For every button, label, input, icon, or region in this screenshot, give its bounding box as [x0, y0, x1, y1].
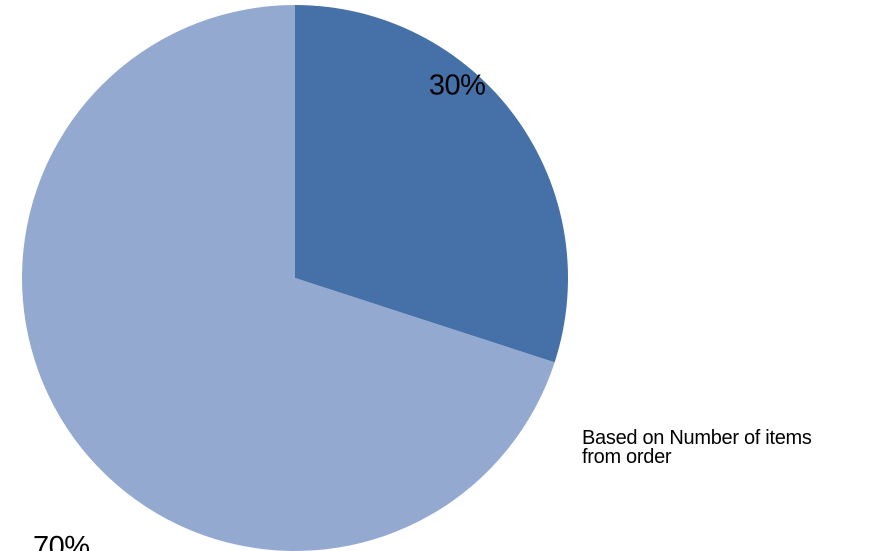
pie-slices: [22, 5, 568, 551]
pie-label-2: 70%: [33, 531, 90, 551]
pie-label-1: 30%: [429, 70, 486, 102]
pie-slice-1: [295, 5, 568, 363]
chart-annotation: Based on Number of items from order: [582, 429, 882, 467]
pie-labels: 30% 70%: [33, 70, 486, 551]
pie-slice-2: [22, 5, 555, 551]
annotation-line-2: from order: [582, 446, 672, 467]
annotation-line-1: Based on Number of items: [582, 429, 812, 449]
